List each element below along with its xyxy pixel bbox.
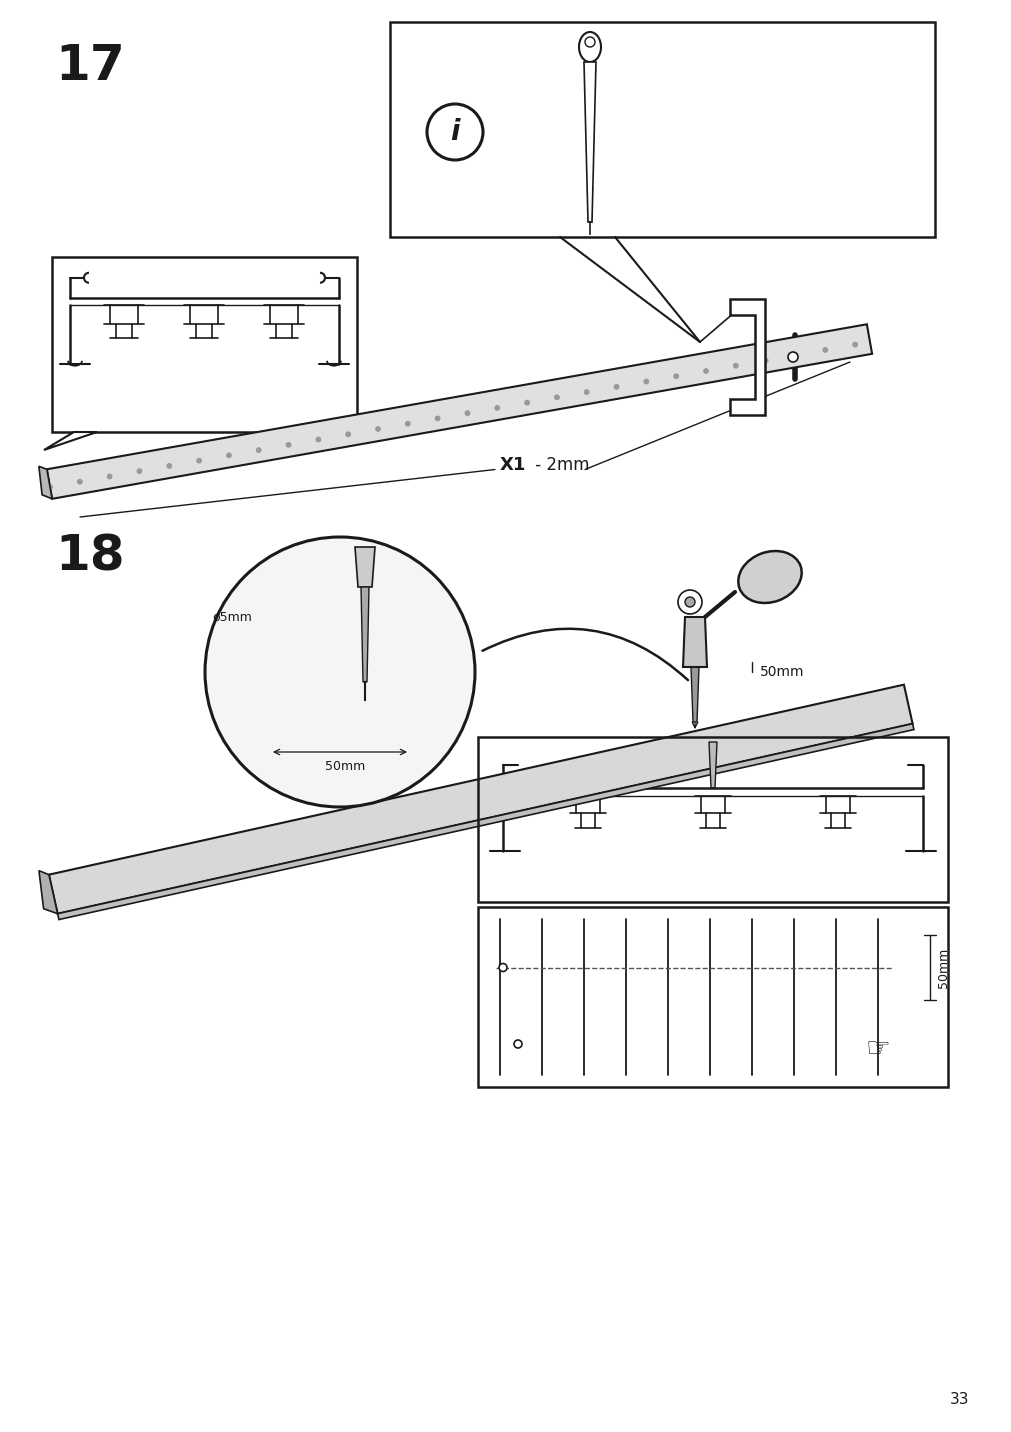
Circle shape xyxy=(256,448,261,453)
Text: 50mm: 50mm xyxy=(325,759,365,772)
Text: 33: 33 xyxy=(949,1392,969,1408)
Circle shape xyxy=(684,597,695,607)
Circle shape xyxy=(405,421,409,425)
Circle shape xyxy=(584,37,594,47)
Text: ø5mm: ø5mm xyxy=(212,610,253,623)
Polygon shape xyxy=(49,684,912,914)
Text: 50mm: 50mm xyxy=(759,664,804,679)
Circle shape xyxy=(315,437,320,441)
Polygon shape xyxy=(58,723,913,919)
Polygon shape xyxy=(355,547,375,587)
Circle shape xyxy=(673,374,677,378)
Polygon shape xyxy=(709,742,716,788)
Circle shape xyxy=(644,379,648,384)
Circle shape xyxy=(498,964,507,971)
Circle shape xyxy=(584,390,588,394)
Circle shape xyxy=(822,348,827,352)
Polygon shape xyxy=(43,432,97,450)
Polygon shape xyxy=(361,587,369,682)
Circle shape xyxy=(793,352,797,358)
Circle shape xyxy=(48,485,53,490)
Ellipse shape xyxy=(738,551,801,603)
Text: 17: 17 xyxy=(55,42,124,90)
Circle shape xyxy=(525,401,529,405)
Circle shape xyxy=(286,442,290,447)
Text: 18: 18 xyxy=(55,533,124,580)
Text: 50mm: 50mm xyxy=(936,948,949,988)
Circle shape xyxy=(677,590,702,614)
Polygon shape xyxy=(38,467,52,498)
Text: X1: X1 xyxy=(499,455,526,474)
Circle shape xyxy=(614,385,618,390)
Polygon shape xyxy=(691,667,699,722)
Circle shape xyxy=(465,411,469,415)
Circle shape xyxy=(494,405,499,410)
Polygon shape xyxy=(47,324,871,498)
Polygon shape xyxy=(583,62,595,222)
Circle shape xyxy=(733,364,737,368)
Bar xyxy=(477,737,947,902)
Polygon shape xyxy=(38,871,58,914)
Circle shape xyxy=(167,464,171,468)
Circle shape xyxy=(78,480,82,484)
Circle shape xyxy=(788,352,798,362)
Circle shape xyxy=(346,432,350,437)
Circle shape xyxy=(762,358,767,362)
Bar xyxy=(477,906,947,1087)
Circle shape xyxy=(137,470,142,474)
Circle shape xyxy=(107,474,112,478)
Circle shape xyxy=(226,453,231,458)
Circle shape xyxy=(554,395,558,400)
Ellipse shape xyxy=(578,32,601,62)
Bar xyxy=(52,256,357,432)
Polygon shape xyxy=(682,617,707,667)
Text: - 2mm: - 2mm xyxy=(530,455,589,474)
Circle shape xyxy=(375,427,380,431)
Circle shape xyxy=(427,105,482,160)
Circle shape xyxy=(852,342,856,347)
Circle shape xyxy=(514,1040,522,1048)
Polygon shape xyxy=(729,299,764,415)
Text: i: i xyxy=(450,117,459,146)
Circle shape xyxy=(197,458,201,463)
Circle shape xyxy=(703,369,708,374)
Bar xyxy=(389,21,934,238)
Circle shape xyxy=(205,537,474,808)
Circle shape xyxy=(435,417,440,421)
Text: ☞: ☞ xyxy=(864,1035,890,1063)
